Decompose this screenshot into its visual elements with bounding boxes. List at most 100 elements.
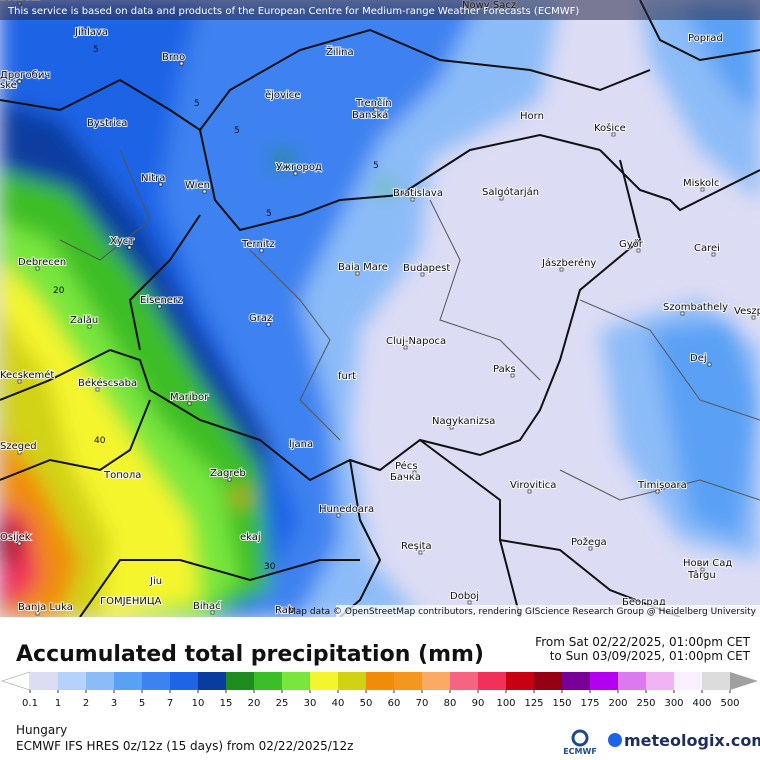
attribution-bg — [336, 605, 760, 617]
ecmwf-icon — [571, 729, 589, 747]
city-marker — [655, 489, 660, 494]
city-label: Žilina — [326, 45, 354, 58]
city-label: ГОМЈЕНИЦА — [100, 596, 162, 607]
city-marker — [559, 267, 564, 272]
contour-label: 5 — [373, 161, 379, 171]
city-label: Doboj — [450, 591, 479, 602]
city-label: Hunedoara — [319, 504, 374, 515]
city-marker — [467, 600, 472, 605]
city-label: Нови Сад — [683, 558, 732, 569]
city-label: Târgu — [687, 569, 716, 581]
legend-tick-label: 200 — [608, 698, 627, 709]
city-label: Osijek — [0, 532, 31, 543]
city-label: Bihać — [193, 600, 221, 612]
city-marker — [588, 546, 593, 551]
city-label: Maribor — [170, 392, 209, 403]
brand[interactable]: meteologix.com — [624, 731, 760, 750]
city-label: Bystrica — [87, 118, 127, 129]
legend: 0.1 1 2 3 5 7 10 15 20 25 30 40 50 60 70 80 90 100 125 150 1… — [1, 671, 758, 709]
legend-tick-label: 60 — [388, 698, 401, 709]
legend-tick-label: 15 — [220, 698, 233, 709]
city-label: Nitra — [141, 173, 165, 184]
brand-icon[interactable] — [608, 733, 622, 747]
legend-tick-label: 250 — [636, 698, 655, 709]
city-label: Debrecen — [18, 257, 66, 268]
city-label: Győr — [619, 238, 644, 250]
city-label: Wien — [185, 180, 210, 191]
city-label: Rab — [275, 605, 294, 616]
contour-label: 30 — [264, 562, 276, 572]
city-marker — [87, 324, 92, 329]
city-label: Timișoara — [637, 480, 687, 491]
country-borders — [0, 0, 760, 617]
legend-swatch — [170, 672, 198, 690]
city-label: Paks — [493, 364, 516, 375]
legend-tick-label: 70 — [416, 698, 429, 709]
city-marker — [420, 272, 425, 277]
city-label: Pécs — [395, 460, 418, 472]
product-title: Accumulated total precipitation (mm) — [16, 642, 484, 667]
legend-tick-label: 20 — [248, 698, 261, 709]
legend-swatch — [506, 672, 534, 690]
city-marker — [449, 425, 454, 430]
city-marker — [751, 315, 756, 320]
city-marker — [355, 271, 360, 276]
region: Hungary — [16, 723, 67, 737]
contour-label: 5 — [194, 99, 200, 109]
city-label: Banská — [352, 109, 388, 121]
legend-swatch — [142, 672, 170, 690]
city-label: Szombathely — [663, 302, 728, 313]
city-marker — [227, 477, 232, 482]
city-marker — [157, 304, 162, 309]
city-marker — [127, 245, 132, 250]
attribution: Map data © OpenStreetMap contributors, r… — [288, 607, 757, 617]
region-borders — [59, 149, 760, 501]
city-label: Kecskemét — [0, 369, 54, 381]
city-label: Horn — [520, 111, 544, 122]
city-label: Budapest — [403, 263, 450, 274]
city-marker — [611, 132, 616, 137]
city-label: Тополa — [103, 470, 141, 481]
period-to: to Sun 03/09/2025, 01:00pm CET — [550, 649, 751, 663]
legend-swatch — [590, 672, 618, 690]
city-label: Jihlava — [74, 27, 108, 38]
legend-tick-label: 80 — [444, 698, 457, 709]
city-label: Cluj-Napoca — [386, 336, 446, 347]
city-label: Bratislava — [393, 188, 443, 199]
legend-tick-label: 400 — [692, 698, 711, 709]
legend-below — [1, 671, 31, 691]
city-marker — [410, 197, 415, 202]
city-label: Trenčín — [355, 97, 392, 109]
city-label: Požega — [571, 536, 607, 548]
contour-label: 20 — [53, 286, 65, 296]
city-marker — [17, 379, 22, 384]
city-marker — [95, 387, 100, 392]
contour-label: 5 — [234, 126, 240, 136]
city-label: Ternitz — [241, 239, 275, 250]
city-label: Virovitica — [510, 480, 556, 491]
city-label: Szeged — [0, 441, 37, 452]
legend-tick-label: 100 — [496, 698, 515, 709]
city-marker — [336, 513, 341, 518]
legend-tick-label: 7 — [167, 698, 173, 709]
city-marker — [418, 550, 423, 555]
city-marker — [293, 171, 298, 176]
city-label: ljana — [289, 439, 313, 450]
city-label: ské — [0, 79, 17, 91]
city-marker — [259, 248, 264, 253]
legend-tick-label: 0.1 — [22, 698, 38, 709]
legend-swatch — [366, 672, 394, 690]
legend-tick-label: 1 — [55, 698, 61, 709]
city-label: Carei — [694, 243, 720, 254]
city-label: Békéscsaba — [78, 377, 137, 389]
legend-tick-label: 10 — [192, 698, 205, 709]
city-marker — [680, 311, 685, 316]
city-label: Ужгород — [276, 162, 322, 173]
legend-swatch — [338, 672, 366, 690]
city-label: Бачка — [390, 472, 421, 483]
city-marker — [403, 345, 408, 350]
city-label: Zagreb — [210, 468, 246, 479]
city-marker — [636, 248, 641, 253]
